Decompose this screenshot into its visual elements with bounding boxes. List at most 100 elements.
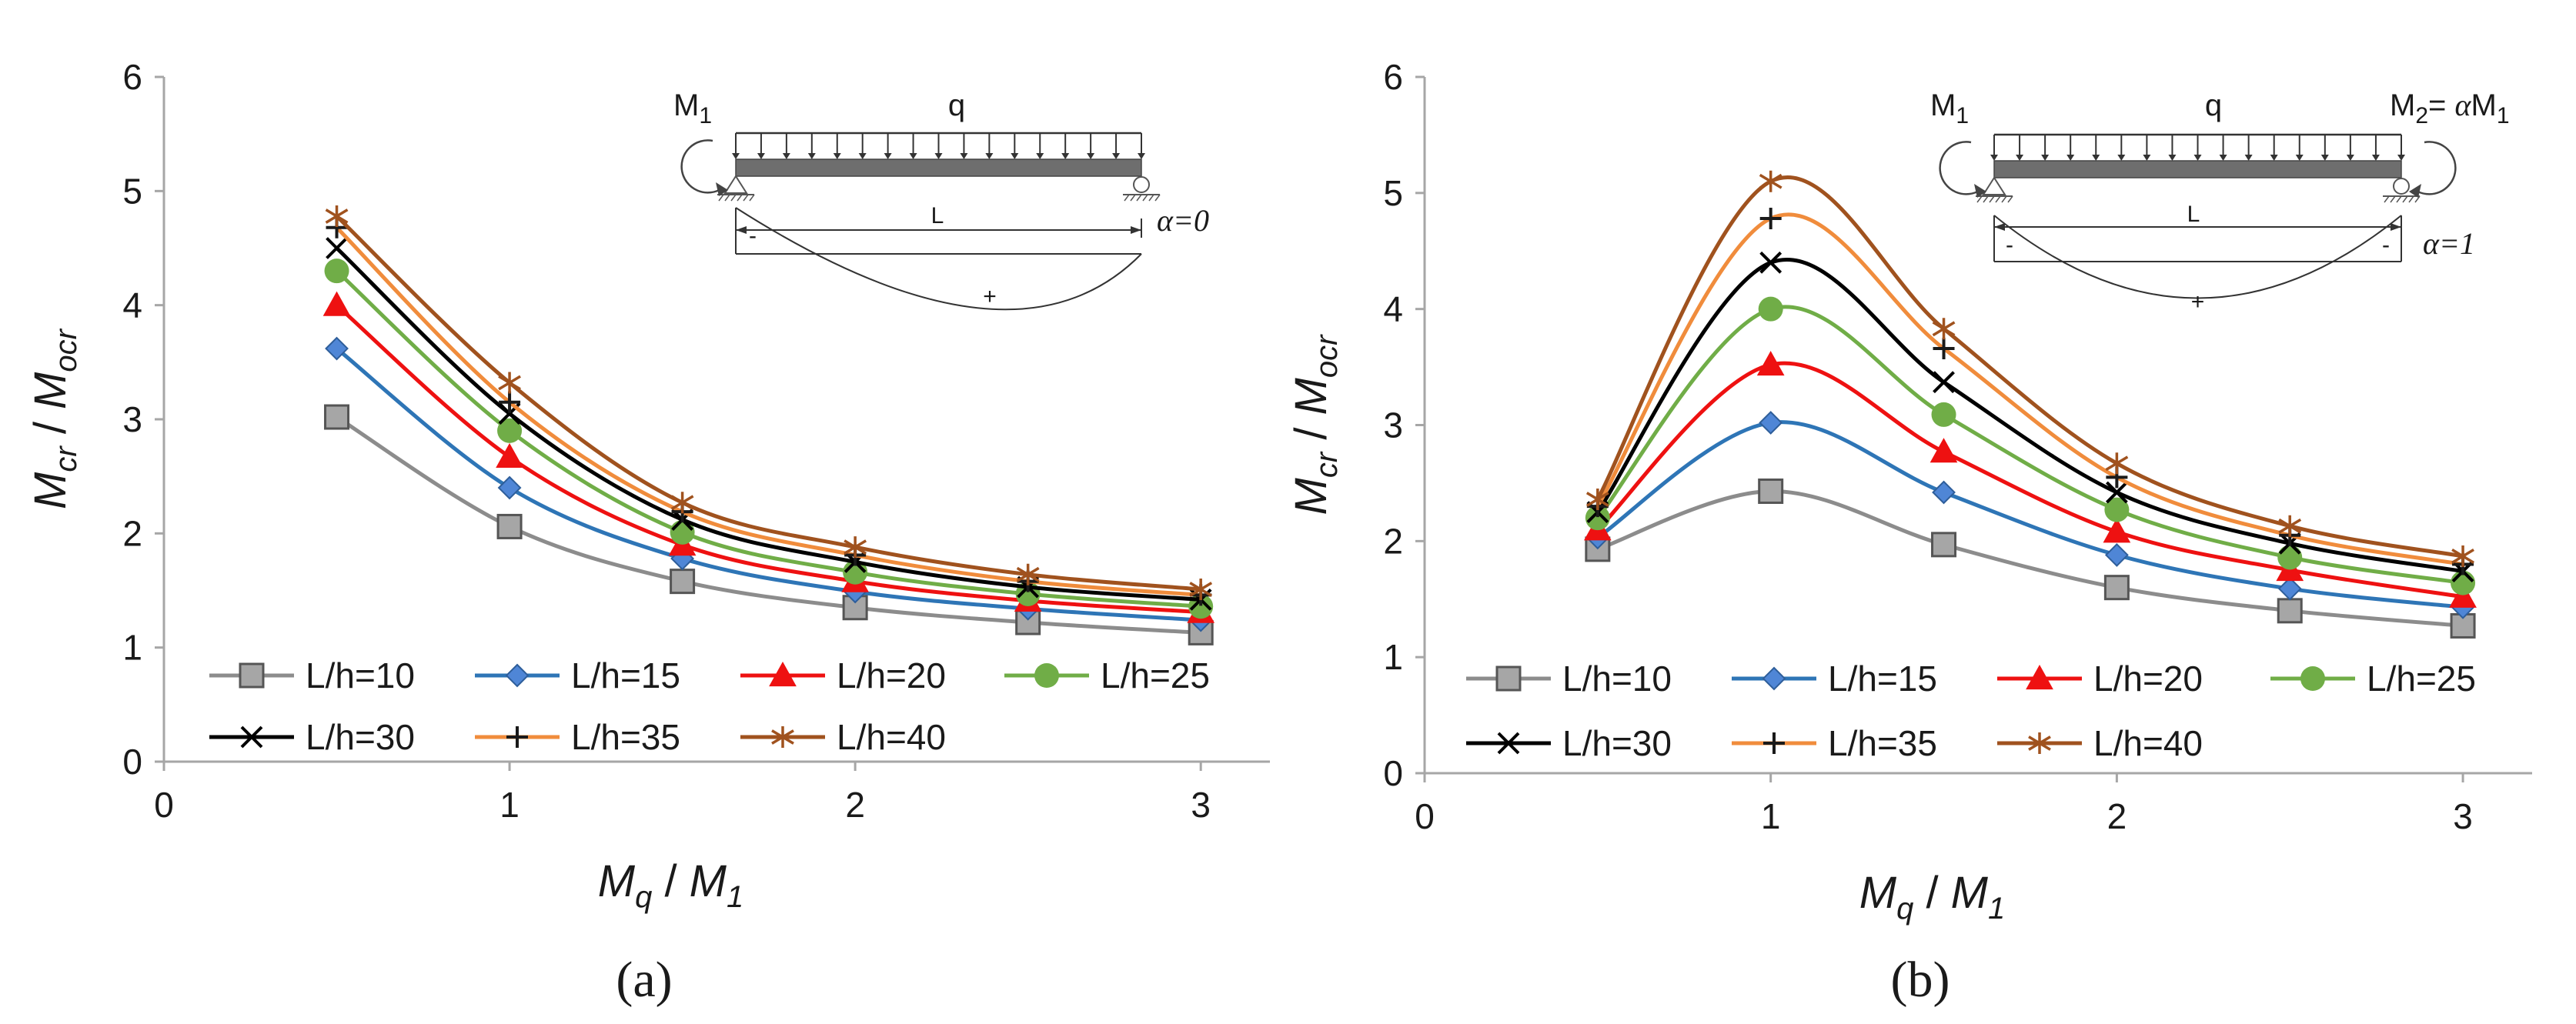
- y-tick-label: 0: [122, 742, 142, 782]
- load-arrow-head: [2295, 155, 2304, 161]
- data-point: [1931, 532, 1957, 558]
- ground-hatch: [2414, 195, 2421, 203]
- data-point: [324, 404, 350, 430]
- series-line: [335, 347, 1201, 622]
- series-line: [335, 269, 1201, 609]
- beam-diagram-inset: Lq M1 - - + α=1 M2= αM1: [1930, 88, 2510, 315]
- legend-marker: [1495, 665, 1522, 692]
- legend-marker: [1763, 732, 1785, 754]
- series-lh-20: [322, 291, 1215, 623]
- data-point: [496, 513, 523, 539]
- load-arrow-head: [985, 153, 994, 159]
- load-arrow-head: [1990, 155, 1998, 161]
- chart-panel-b: 0 1 2 3 4 5 6 0 1 2 3 Mq / M1 Mcr / Mocr L/h=10 L/h=15…: [1286, 57, 2532, 926]
- data-point: [2277, 545, 2303, 570]
- legend-item: L/h=30: [209, 717, 415, 757]
- series-line: [1596, 361, 2464, 599]
- load-arrow-head: [2066, 155, 2075, 161]
- legend-label: L/h=25: [2367, 659, 2476, 699]
- data-point: [1932, 318, 1956, 340]
- legend-marker: [1762, 666, 1786, 691]
- data-point: [2449, 582, 2477, 608]
- x-tick-label: 3: [1191, 785, 1211, 825]
- legend-label: L/h=35: [1828, 723, 1937, 763]
- load-arrow-head: [2397, 155, 2405, 161]
- load-arrow-head: [960, 153, 968, 159]
- data-point: [1759, 251, 1782, 274]
- legend-label: L/h=25: [1101, 655, 1210, 695]
- beam-diagram-inset: Lq M1 - + α=0: [673, 88, 1209, 311]
- span-label: L: [2187, 202, 2200, 227]
- legend-item: L/h=30: [1466, 723, 1672, 763]
- data-point: [322, 291, 351, 316]
- load-arrow-head: [2168, 155, 2177, 161]
- ground-hatch: [1124, 194, 1130, 202]
- x-tick-label: 2: [2107, 796, 2127, 836]
- load-arrow-head: [2371, 155, 2380, 161]
- data-point: [497, 418, 523, 443]
- ground-hatch: [749, 194, 755, 202]
- ground-hatch: [737, 194, 743, 202]
- load-arrow-head: [909, 153, 917, 159]
- load-arrow-head: [2219, 155, 2227, 161]
- legend-item: L/h=40: [740, 717, 946, 757]
- series-line: [335, 215, 1201, 592]
- moment-label-m2: M2= αM1: [2390, 88, 2510, 128]
- ground-hatch: [1983, 195, 1989, 203]
- ground-hatch: [1136, 194, 1142, 202]
- legend-marker: [2028, 732, 2051, 754]
- y-tick-label: 2: [122, 513, 142, 553]
- load-arrow-head: [807, 153, 816, 159]
- moment-arrow-right: [2414, 141, 2457, 195]
- data-point: [670, 492, 694, 514]
- data-point: [2278, 515, 2302, 537]
- legend-label: L/h=30: [1562, 723, 1672, 763]
- data-point: [1932, 480, 1956, 505]
- dimension-arrow: [736, 226, 747, 234]
- y-tick-label: 0: [1383, 753, 1403, 793]
- data-point: [499, 391, 521, 413]
- load-arrow-head: [757, 153, 765, 159]
- data-point: [325, 205, 349, 227]
- legend-item: L/h=10: [1466, 659, 1672, 699]
- load-arrow-head: [858, 153, 867, 159]
- data-point: [1585, 505, 1610, 531]
- series-line: [335, 246, 1201, 602]
- span-label: L: [931, 203, 944, 228]
- legend-label: L/h=20: [2093, 659, 2203, 699]
- data-point: [670, 569, 696, 595]
- ground-hatch: [1130, 194, 1136, 202]
- y-tick-label: 3: [122, 399, 142, 439]
- series-line: [1596, 420, 2464, 609]
- load-arrow-head: [2193, 155, 2202, 161]
- data-point: [1756, 351, 1785, 376]
- series-lh-30: [1586, 251, 2474, 582]
- load-arrow-head: [2092, 155, 2100, 161]
- load-arrow-head: [2016, 155, 2024, 161]
- data-point: [2105, 481, 2128, 504]
- y-axis-title: Mcr / Mocr: [1286, 334, 1344, 515]
- load-arrow-head: [2244, 155, 2253, 161]
- series-line: [1597, 489, 2464, 628]
- ground-hatch: [1154, 194, 1161, 202]
- legend-label: L/h=15: [1828, 659, 1937, 699]
- x-axis-title: Mq / M1: [1859, 868, 2006, 926]
- load-arrow-head: [2117, 155, 2126, 161]
- data-point: [1933, 371, 1955, 394]
- x-tick-label: 1: [499, 785, 520, 825]
- panel-caption: (b): [1891, 952, 1950, 1008]
- legend-marker: [2026, 664, 2053, 690]
- x-tick-label: 3: [2453, 796, 2473, 836]
- load-label: q: [948, 88, 965, 122]
- series-line: [335, 303, 1201, 615]
- y-tick-label: 5: [1383, 173, 1403, 213]
- series-line: [336, 415, 1201, 635]
- data-point: [1759, 208, 1782, 230]
- x-tick-label: 1: [1761, 796, 1781, 836]
- negative-sign: -: [2382, 232, 2390, 258]
- load-arrow-head: [2041, 155, 2050, 161]
- data-point: [2104, 497, 2130, 522]
- legend-label: L/h=10: [1562, 659, 1672, 699]
- legend: L/h=10 L/h=15 L/h=20 L/h=25 L/h=30 L/h=35 L/h=…: [1466, 659, 2476, 763]
